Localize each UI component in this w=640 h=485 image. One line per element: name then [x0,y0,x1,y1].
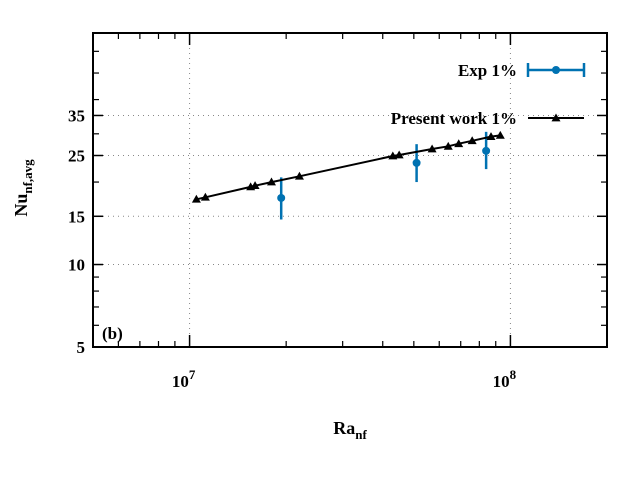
labels-layer: (b) Ranf Nunf,avg [11,159,367,442]
x-tick-label-base: 10 [493,372,510,391]
triangle-marker [427,144,437,153]
series-present-work [191,130,505,203]
circle-marker [482,146,491,155]
legend-item: Exp 1% [458,61,586,80]
y-tick-label: 5 [77,338,86,357]
triangle-marker [200,192,210,201]
y-axis-label: Nunf,avg [11,159,35,217]
triangle-marker [454,139,464,148]
x-axis-label-sub: nf [355,427,367,442]
triangle-marker [495,130,505,139]
legend-swatch-circle [552,66,560,74]
triangle-marker [486,132,496,140]
x-axis-label: Ranf [333,418,367,442]
triangle-marker [191,194,201,203]
legend: Exp 1% Present work 1% [391,61,586,128]
series-layer [191,130,505,220]
y-tick-label: 35 [68,106,85,125]
x-axis-label-main: Ra [333,418,355,438]
x-tick-label: 108 [493,367,517,391]
circle-marker [412,158,421,167]
circle-marker [277,193,286,202]
triangle-marker [467,136,477,145]
triangle-marker [443,141,453,150]
triangle-marker [294,171,304,180]
x-tick-label-exp: 7 [189,367,196,382]
y-tick-label: 10 [68,256,85,275]
triangle-marker [388,151,398,160]
y-tick-label: 15 [68,207,85,226]
triangle-marker [394,150,404,159]
legend-label: Exp 1% [458,61,517,80]
y-tick-label: 25 [68,147,85,166]
series-line [196,134,501,201]
legend-label: Present work 1% [391,109,517,128]
triangle-marker [250,181,260,190]
legend-swatch-triangle [551,113,561,122]
triangle-marker [266,177,276,186]
legend-item: Present work 1% [391,109,584,128]
y-axis-label-sub: nf,avg [20,159,35,194]
panel-label: (b) [102,324,123,343]
x-tick-label-base: 10 [172,372,189,391]
x-tick-label: 107 [172,367,196,391]
x-tick-label-exp: 8 [510,367,517,382]
grid-layer [93,33,607,347]
y-axis-label-main: Nu [11,194,31,217]
plot-frame [92,32,608,348]
